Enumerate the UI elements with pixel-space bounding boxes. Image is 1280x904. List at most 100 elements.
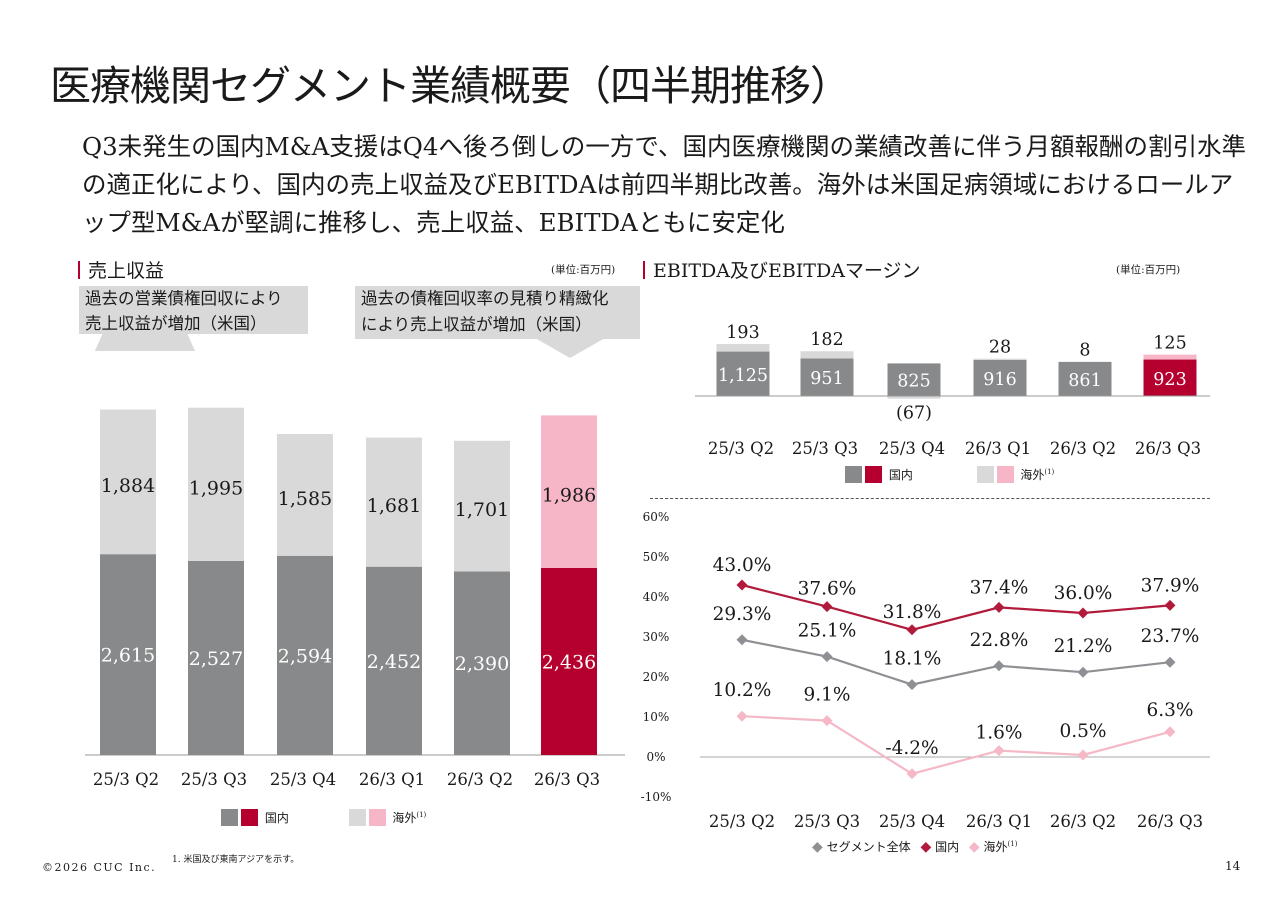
marker-domestic [1077, 607, 1089, 619]
copyright: ©2026 CUC Inc. [42, 861, 157, 874]
x-tick-label: 26/3 Q1 [359, 770, 425, 789]
y-tick-label: 50% [643, 550, 670, 564]
data-label-overseas: 10.2% [713, 680, 772, 701]
data-label-overseas: -4.2% [885, 738, 938, 759]
margin-chart: 60% 50% 40% 30% 20% 10% 0% -10% 29.3% 25.1% 18.1% 2… [641, 510, 1210, 831]
bar-label-overseas: 1,884 [101, 475, 155, 497]
marker-domestic [993, 601, 1005, 613]
bar-label-domestic: 2,452 [367, 651, 421, 673]
data-label-overseas: 1.6% [976, 723, 1023, 744]
y-tick-label: 10% [643, 710, 670, 724]
bar-overseas [366, 437, 422, 567]
page-number: 14 [1225, 859, 1241, 873]
marker-domestic [821, 601, 833, 613]
marker-total [1164, 656, 1176, 668]
legend-domestic-label: 国内 [935, 840, 960, 854]
legend-swatch-overseas-gray [976, 466, 994, 483]
callout-left-line-1: 過去の営業債権回収により [85, 289, 283, 308]
ebitda-chart: 193 1,125 25/3 Q2 182 951 25/3 Q3 (67) 825 25/3 … [695, 323, 1210, 458]
data-label-overseas: 9.1% [804, 685, 851, 706]
x-tick-label: 26/3 Q2 [1050, 812, 1116, 831]
data-label-overseas: 0.5% [1060, 721, 1107, 742]
bar-domestic [366, 566, 422, 755]
legend-overseas-label: 海外 [1020, 468, 1045, 482]
callout-right-line-1: 過去の債権回収率の見積り精緻化 [361, 289, 609, 308]
x-tick-label: 25/3 Q3 [794, 812, 860, 831]
data-label-domestic: 43.0% [713, 555, 772, 576]
ebitda-panel-title-text: EBITDA及びEBITDAマージン [653, 260, 921, 282]
bar-domestic [1143, 359, 1197, 396]
bar-domestic [454, 571, 510, 755]
bar-label-overseas: 1,681 [367, 495, 421, 517]
ebitda-legend: 国内 海外(1) [845, 466, 1054, 483]
legend-swatch-domestic-gray [845, 466, 862, 483]
x-tick-label: 26/3 Q1 [966, 812, 1032, 831]
data-label-domestic: 31.8% [883, 602, 942, 623]
legend-total-label: セグメント全体 [826, 840, 911, 854]
marker-domestic [1164, 599, 1176, 611]
footnote: 1. 米国及び東南アジアを示す。 [172, 855, 300, 865]
revenue-panel-title: 売上収益 [78, 256, 164, 283]
x-tick-label: 26/3 Q1 [965, 439, 1031, 458]
marker-overseas [1164, 726, 1176, 738]
revenue-legend: 国内 海外(1) [221, 809, 426, 826]
bar-overseas [973, 358, 1027, 360]
legend-domestic-label: 国内 [264, 811, 289, 825]
bar-label-overseas: 125 [1153, 334, 1186, 354]
legend-swatch-domestic-red [241, 809, 258, 826]
x-tick-label: 26/3 Q3 [534, 770, 600, 789]
legend-overseas-note: (1) [416, 811, 427, 819]
marker-total [821, 651, 833, 663]
bar-overseas [188, 407, 244, 561]
page-title: 医療機関セグメント業績概要（四半期推移） [50, 62, 851, 110]
callout-left: 過去の営業債権回収により 売上収益が増加（米国） [79, 286, 308, 334]
bar-overseas [716, 343, 770, 352]
bar-label-overseas: 1,986 [542, 485, 596, 507]
x-tick-label: 26/3 Q3 [1135, 439, 1201, 458]
x-tick-label: 25/3 Q3 [181, 770, 247, 789]
legend-domestic-label: 国内 [888, 468, 913, 482]
bar-label-domestic: 1,125 [718, 366, 768, 386]
bar-label-domestic: 2,390 [455, 653, 509, 675]
callout-left-line-2: 売上収益が増加（米国） [85, 314, 267, 333]
revenue-chart: 2,615 1,884 25/3 Q2 2,527 1,995 25/3 Q3 2,594 1… [85, 407, 625, 789]
marker-overseas [736, 710, 748, 722]
callout-right-tail [535, 338, 605, 358]
x-tick-label: 25/3 Q2 [93, 770, 159, 789]
bar-label-overseas: (67) [896, 404, 932, 424]
marker-total [993, 660, 1005, 672]
marker-total [736, 634, 748, 646]
revenue-unit: (単位:百万円) [551, 264, 616, 276]
bar-domestic [277, 555, 333, 755]
y-tick-label: 20% [643, 670, 670, 684]
legend-overseas-note: (1) [1007, 840, 1018, 848]
revenue-panel-title-text: 売上収益 [88, 260, 165, 282]
marker-overseas [906, 768, 918, 780]
bar-label-overseas: 1,701 [455, 499, 509, 521]
bar-label-overseas: 1,995 [189, 477, 243, 499]
x-tick-label: 25/3 Q2 [709, 812, 775, 831]
margin-legend: ◆ セグメント全体 ◆ 国内 ◆ 海外(1) [812, 838, 1017, 855]
bar-label-domestic: 2,527 [189, 648, 243, 670]
data-label-total: 29.3% [713, 604, 772, 625]
bar-domestic [100, 554, 156, 755]
bar-label-domestic: 825 [897, 372, 930, 392]
x-tick-label: 26/3 Q2 [1050, 439, 1116, 458]
bar-label-overseas: 1,585 [278, 488, 332, 510]
x-tick-label: 25/3 Q4 [879, 812, 945, 831]
x-tick-label: 25/3 Q4 [270, 770, 336, 789]
ebitda-panel-title: EBITDA及びEBITDAマージン [643, 256, 921, 283]
bar-label-domestic: 923 [1153, 370, 1186, 390]
marker-overseas [1077, 749, 1089, 761]
ebitda-unit: (単位:百万円) [1116, 264, 1181, 276]
legend-swatch-overseas-pink [368, 809, 386, 826]
marker-overseas [993, 745, 1005, 757]
bar-domestic [800, 358, 854, 396]
callout-left-tail [95, 333, 195, 351]
diamond-icon: ◆ [812, 839, 823, 855]
bar-overseas [277, 434, 333, 556]
bar-label-domestic: 861 [1068, 371, 1101, 391]
marker-total [906, 679, 918, 691]
line-domestic [741, 583, 1171, 631]
bar-label-overseas: 8 [1079, 341, 1090, 361]
